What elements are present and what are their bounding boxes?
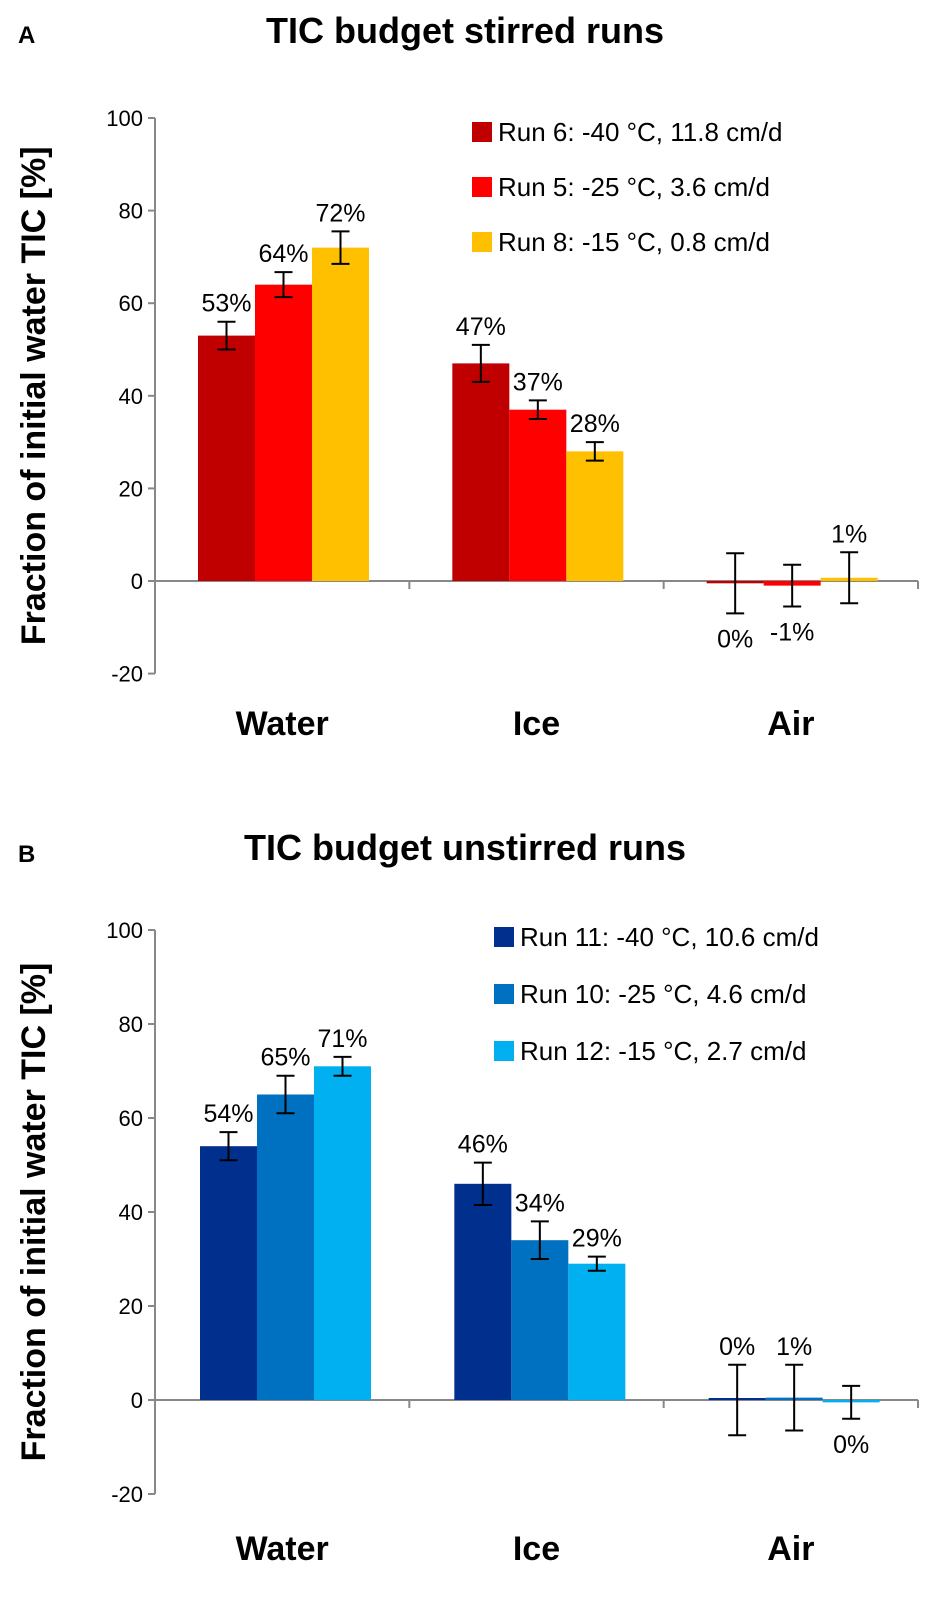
y-tick-label: 80 [119, 199, 143, 224]
bar [509, 409, 567, 581]
x-category-label: Ice [513, 1530, 560, 1568]
data-label: 64% [258, 240, 308, 268]
legend-label: Run 5: -25 °C, 3.6 cm/d [498, 172, 770, 202]
data-label: 37% [513, 368, 563, 396]
legend-swatch [472, 177, 492, 197]
bar [568, 1263, 626, 1400]
bar [198, 335, 255, 581]
y-tick-label: 60 [119, 291, 143, 316]
bar [454, 1183, 512, 1400]
legend-swatch [494, 927, 514, 947]
data-label: 28% [570, 410, 620, 438]
bar [255, 284, 312, 581]
data-label: 72% [315, 199, 365, 227]
y-tick-label: 100 [106, 918, 143, 943]
data-label: 0% [719, 1333, 755, 1361]
data-label: 29% [572, 1225, 622, 1253]
y-tick-label: 100 [106, 106, 143, 131]
data-label: 65% [260, 1044, 310, 1072]
bar [511, 1240, 569, 1400]
y-tick-label: -20 [111, 662, 143, 687]
bar [452, 363, 510, 581]
x-category-label: Air [767, 1530, 814, 1568]
bar [312, 247, 369, 581]
data-label: 54% [203, 1100, 253, 1128]
data-label: 46% [458, 1131, 508, 1159]
y-tick-label: 80 [119, 1012, 143, 1037]
data-label: 1% [831, 520, 867, 548]
x-category-label: Water [236, 1530, 329, 1568]
y-tick-label: 60 [119, 1106, 143, 1131]
panel-label: B [18, 841, 35, 868]
chart-panel-b: B TIC budget unstirred runs Fraction of in… [15, 827, 919, 1568]
x-category-label: Ice [513, 705, 560, 743]
y-axis-label: Fraction of initial water TIC [%] [15, 963, 53, 1462]
data-label: 53% [201, 290, 251, 318]
legend-label: Run 11: -40 °C, 10.6 cm/d [520, 922, 819, 952]
legend-label: Run 10: -25 °C, 4.6 cm/d [520, 979, 806, 1009]
data-label: -1% [770, 618, 814, 646]
y-tick-label: 0 [131, 569, 143, 594]
data-label: 71% [317, 1025, 367, 1053]
y-axis-label: Fraction of initial water TIC [%] [15, 146, 53, 645]
data-label: 1% [776, 1333, 812, 1361]
y-tick-label: 40 [119, 1200, 143, 1225]
chart-title: TIC budget stirred runs [266, 10, 664, 51]
legend-swatch [494, 984, 514, 1004]
legend-swatch [472, 122, 492, 142]
legend-swatch [472, 232, 492, 252]
y-tick-label: 40 [119, 384, 143, 409]
data-label: 34% [515, 1189, 565, 1217]
data-label: 47% [456, 313, 506, 341]
bar [314, 1066, 371, 1400]
legend-swatch [494, 1041, 514, 1061]
x-category-label: Air [767, 705, 814, 743]
bar [566, 451, 624, 581]
y-tick-label: 0 [131, 1388, 143, 1413]
legend-label: Run 12: -15 °C, 2.7 cm/d [520, 1036, 806, 1066]
bar [257, 1094, 314, 1400]
y-tick-label: 20 [119, 1294, 143, 1319]
legend-label: Run 6: -40 °C, 11.8 cm/d [498, 117, 783, 147]
data-label: 0% [833, 1431, 869, 1459]
x-category-label: Water [236, 705, 329, 743]
data-label: 0% [717, 625, 753, 653]
chart-panel-a: A TIC budget stirred runs Fraction of init… [15, 10, 919, 743]
panel-label: A [18, 22, 35, 49]
y-tick-label: 20 [119, 476, 143, 501]
legend-label: Run 8: -15 °C, 0.8 cm/d [498, 227, 770, 257]
y-tick-label: -20 [111, 1482, 143, 1507]
bar [200, 1146, 257, 1400]
chart-title: TIC budget unstirred runs [244, 827, 686, 868]
